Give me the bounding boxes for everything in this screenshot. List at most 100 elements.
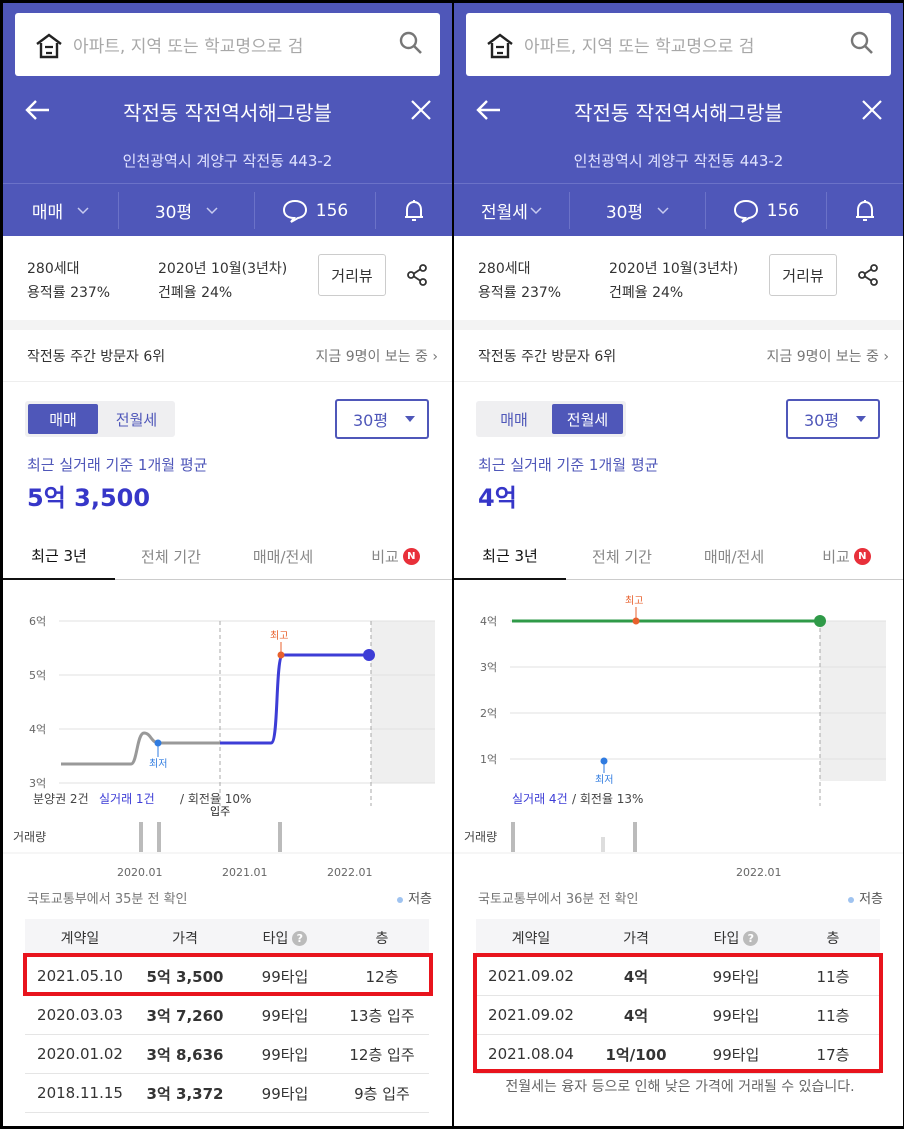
street-view-button[interactable]: 거리뷰 (318, 254, 386, 296)
segment-sale[interactable]: 매매 (500, 410, 528, 429)
close-icon[interactable] (410, 99, 432, 121)
visitor-rank: 작전동 주간 방문자 6위 (27, 349, 166, 365)
segment-rent[interactable]: 전월세 (115, 410, 158, 429)
table-row[interactable]: 2020.01.02 3억 8,636 99타입 12층 입주 (25, 1035, 429, 1074)
table-row[interactable]: 2021.08.04 1억/100 99타입 17층 (476, 1035, 880, 1074)
divider (454, 320, 903, 330)
trade-line (220, 653, 369, 745)
tab-compare[interactable]: 비교 N (790, 532, 903, 580)
tab-sale-jeonse[interactable]: 매매/전세 (703, 547, 765, 566)
search-bar[interactable]: 아파트, 지역 또는 학교명으로 검 (15, 13, 440, 76)
table-row[interactable]: 2020.03.03 3억 7,260 99타입 13층 입주 (25, 996, 429, 1035)
size-dropdown[interactable]: 30평 (119, 184, 254, 237)
comments-button[interactable]: 156 (255, 184, 375, 237)
alarm-button[interactable] (827, 184, 903, 237)
share-icon[interactable] (857, 264, 879, 286)
deal-segment: 매매 전월세 (476, 401, 626, 437)
high-point[interactable] (632, 617, 640, 625)
chevron-right-icon: › (432, 349, 438, 365)
y-tick: 3억 (480, 661, 497, 674)
cell-floor: 13층 입주 (349, 1006, 415, 1025)
households: 280세대 (27, 261, 80, 277)
legend-low-floor: 저층 (397, 888, 432, 907)
y-tick: 4억 (29, 723, 46, 736)
latest-point[interactable] (363, 649, 375, 661)
low-floor-dot-icon (848, 896, 855, 903)
chat-bubble-icon (282, 199, 307, 223)
deal-type-label: 매매 (31, 203, 64, 223)
search-bar[interactable]: 아파트, 지역 또는 학교명으로 검 (466, 13, 891, 76)
deal-type-dropdown[interactable]: 전월세 (454, 184, 569, 237)
rent-chart[interactable]: 4억 3억 2억 1억 최고 최저 실거래 4건 / 회전율 13% 거래량 2… (454, 581, 903, 881)
table-row[interactable]: 2021.09.02 4억 99타입 11층 (476, 957, 880, 996)
cell-type: 99타입 (712, 967, 760, 986)
tab-sale-jeonse[interactable]: 매매/전세 (252, 547, 314, 566)
tab-all-period[interactable]: 전체 기간 (592, 547, 652, 566)
cell-price: 3억 3,372 (146, 1084, 224, 1103)
caret-down-icon (856, 416, 866, 422)
presale-line (61, 731, 220, 766)
highlight-box (23, 953, 433, 996)
divider (3, 320, 452, 330)
cell-floor: 12층 (365, 967, 399, 986)
price-chart[interactable]: 6억 5억 4억 3억 최저 최고 분양권 2건 실거래 1건 / 회전율 10… (3, 581, 452, 881)
help-icon[interactable]: ? (743, 930, 759, 946)
size-select[interactable]: 30평 (335, 399, 429, 439)
table-row[interactable]: 2018.11.15 3억 3,372 99타입 9층 입주 (25, 1074, 429, 1113)
segment-rent[interactable]: 전월세 (552, 404, 623, 434)
x-tick: 2021.01 (222, 866, 268, 879)
legend-low-floor: 저층 (848, 888, 883, 907)
alarm-button[interactable] (376, 184, 452, 237)
size-select-value: 30평 (353, 411, 389, 430)
segment-sale[interactable]: 매매 (28, 404, 98, 434)
header: 아파트, 지역 또는 학교명으로 검 작전동 작전역서해그랑블 인천광역시 계양… (454, 3, 903, 236)
tab-compare-label: 비교 (371, 547, 399, 566)
high-point[interactable] (277, 651, 285, 659)
size-select-value: 30평 (804, 411, 840, 430)
tab-compare[interactable]: 비교 N (339, 532, 452, 580)
low-point[interactable] (154, 739, 162, 747)
header-type: 타입? (686, 919, 786, 957)
built-date: 2020년 10월(3년차) (158, 261, 288, 277)
low-point[interactable] (600, 757, 608, 765)
y-tick: 4억 (480, 615, 497, 628)
bell-icon (856, 199, 874, 221)
help-icon[interactable]: ? (292, 930, 308, 946)
cell-type: 99타입 (261, 1084, 309, 1103)
chevron-down-icon (530, 206, 542, 214)
complex-info: 280세대 용적률 237% 2020년 10월(3년차) 건폐율 24% 거리… (3, 236, 452, 320)
size-dropdown[interactable]: 30평 (570, 184, 705, 237)
move-in-label: 입주 (210, 805, 230, 818)
comments-button[interactable]: 156 (706, 184, 826, 237)
volume-bar (511, 822, 515, 852)
now-viewing: 지금 9명이 보는 중 › (766, 349, 889, 365)
size-select[interactable]: 30평 (786, 399, 880, 439)
latest-point[interactable] (814, 615, 826, 627)
cell-price: 3억 7,260 (146, 1006, 224, 1025)
street-view-button[interactable]: 거리뷰 (769, 254, 837, 296)
back-arrow-icon[interactable] (25, 99, 51, 121)
search-placeholder: 아파트, 지역 또는 학교명으로 검 (524, 37, 755, 57)
x-tick: 2022.01 (736, 866, 782, 879)
floor-area-ratio: 용적률 237% (27, 285, 111, 301)
cell-date: 2020.03.03 (37, 1006, 123, 1024)
back-arrow-icon[interactable] (476, 99, 502, 121)
high-label: 최고 (625, 595, 643, 607)
page-title: 작전동 작전역서해그랑블 (123, 101, 332, 125)
tab-recent-3y[interactable]: 최근 3년 (3, 532, 115, 580)
tab-recent-3y[interactable]: 최근 3년 (454, 532, 566, 580)
table-row[interactable]: 2021.09.02 4억 99타입 11층 (476, 996, 880, 1035)
page-title: 작전동 작전역서해그랑블 (574, 101, 783, 125)
tab-all-period[interactable]: 전체 기간 (141, 547, 201, 566)
caret-down-icon (405, 416, 415, 422)
cell-floor: 12층 입주 (349, 1045, 415, 1064)
cell-floor: 11층 (816, 967, 850, 986)
deal-type-dropdown[interactable]: 매매 (3, 184, 118, 237)
visitor-row[interactable]: 작전동 주간 방문자 6위 지금 9명이 보는 중 › (3, 330, 452, 382)
close-icon[interactable] (861, 99, 883, 121)
search-icon[interactable] (398, 30, 424, 56)
search-icon[interactable] (849, 30, 875, 56)
cell-price: 3억 8,636 (146, 1045, 224, 1064)
share-icon[interactable] (406, 264, 428, 286)
visitor-row[interactable]: 작전동 주간 방문자 6위 지금 9명이 보는 중 › (454, 330, 903, 382)
